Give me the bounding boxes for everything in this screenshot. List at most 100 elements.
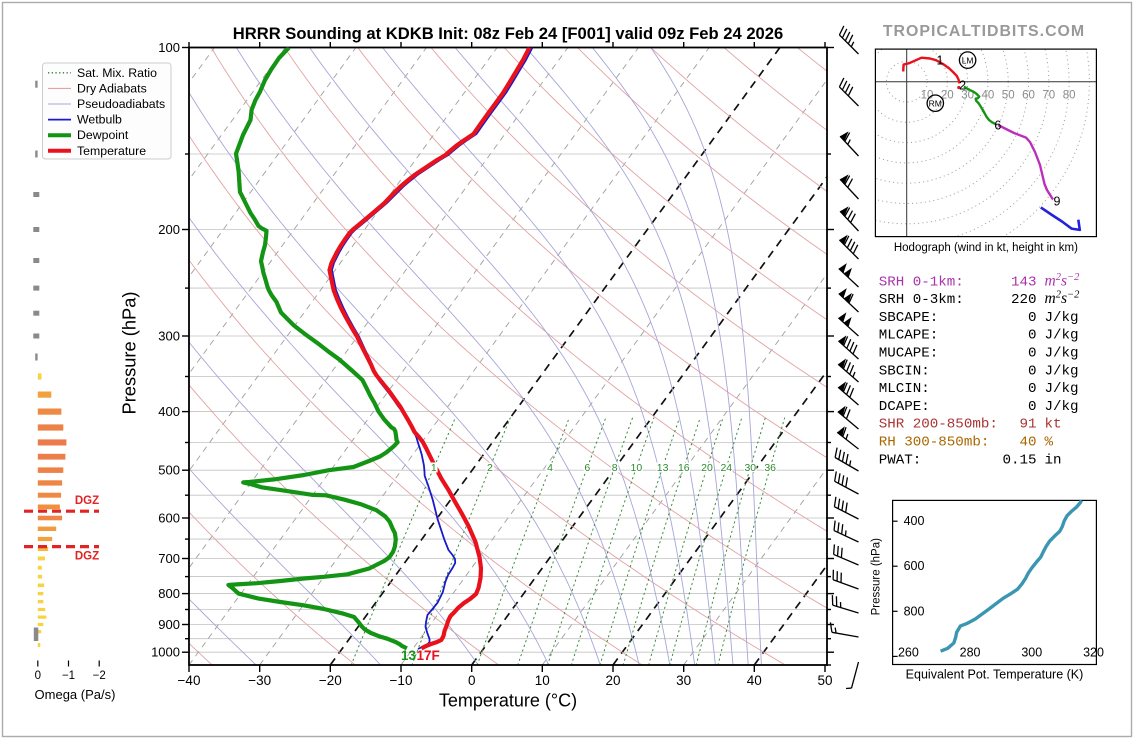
svg-text:SRH 0-1km:: SRH 0-1km: <box>879 274 964 290</box>
svg-text:J/kg: J/kg <box>1045 310 1079 326</box>
svg-text:320: 320 <box>1083 646 1104 660</box>
svg-text:6: 6 <box>584 462 590 474</box>
svg-text:600: 600 <box>158 511 180 526</box>
svg-text:0: 0 <box>35 670 41 682</box>
svg-text:10: 10 <box>921 90 934 102</box>
svg-text:MUCAPE:: MUCAPE: <box>879 346 939 362</box>
svg-text:16: 16 <box>678 462 690 474</box>
svg-text:600: 600 <box>904 559 925 573</box>
svg-text:−40: −40 <box>178 673 201 688</box>
svg-text:Equivalent Pot. Temperature (K: Equivalent Pot. Temperature (K) <box>906 668 1084 682</box>
svg-text:SBCAPE:: SBCAPE: <box>879 310 939 326</box>
svg-text:RM: RM <box>929 98 942 108</box>
svg-text:143: 143 <box>1011 274 1037 290</box>
svg-text:−10: −10 <box>390 673 413 688</box>
svg-text:MLCAPE:: MLCAPE: <box>879 328 939 344</box>
svg-text:J/kg: J/kg <box>1045 381 1079 397</box>
svg-text:280: 280 <box>960 646 981 660</box>
svg-text:9: 9 <box>1054 195 1061 209</box>
svg-text:Sat. Mix. Ratio: Sat. Mix. Ratio <box>77 66 157 80</box>
svg-text:40: 40 <box>982 90 995 102</box>
svg-text:Pressure (hPa): Pressure (hPa) <box>119 292 140 415</box>
svg-text:13: 13 <box>401 648 417 663</box>
svg-text:220: 220 <box>1011 292 1037 308</box>
svg-text:Hodograph (wind in kt, height: Hodograph (wind in kt, height in km) <box>894 242 1078 254</box>
svg-text:300: 300 <box>158 329 180 344</box>
svg-text:%: % <box>1045 435 1054 451</box>
svg-text:J/kg: J/kg <box>1045 399 1079 415</box>
svg-text:Wetbulb: Wetbulb <box>77 113 122 127</box>
svg-text:DGZ: DGZ <box>75 495 99 507</box>
svg-text:40: 40 <box>747 673 762 688</box>
svg-text:Pressure (hPa): Pressure (hPa) <box>871 538 883 616</box>
svg-text:60: 60 <box>1022 90 1035 102</box>
svg-text:Pseudoadiabats: Pseudoadiabats <box>77 97 165 111</box>
svg-text:1000: 1000 <box>151 645 180 660</box>
svg-text:10: 10 <box>535 673 550 688</box>
svg-text:Temperature (°C): Temperature (°C) <box>439 691 577 711</box>
svg-text:2: 2 <box>959 78 966 92</box>
svg-text:700: 700 <box>158 551 180 566</box>
svg-text:300: 300 <box>1021 646 1042 660</box>
svg-text:50: 50 <box>1002 90 1015 102</box>
svg-text:0: 0 <box>1028 328 1037 344</box>
svg-text:36: 36 <box>764 462 776 474</box>
svg-text:in: in <box>1045 452 1062 468</box>
svg-text:J/kg: J/kg <box>1045 363 1079 379</box>
svg-text:91: 91 <box>1019 417 1036 433</box>
svg-text:24: 24 <box>720 462 732 474</box>
svg-text:200: 200 <box>158 222 180 237</box>
svg-text:20: 20 <box>701 462 713 474</box>
svg-text:J/kg: J/kg <box>1045 328 1079 344</box>
svg-text:30: 30 <box>676 673 691 688</box>
svg-text:LM: LM <box>962 55 974 65</box>
svg-text:SRH 0-3km:: SRH 0-3km: <box>879 292 964 308</box>
svg-text:6: 6 <box>994 119 1001 133</box>
svg-text:20: 20 <box>605 673 620 688</box>
svg-text:4: 4 <box>547 462 553 474</box>
svg-text:20: 20 <box>941 90 954 102</box>
svg-text:17F: 17F <box>417 648 440 663</box>
svg-text:SHR 200-850mb:: SHR 200-850mb: <box>879 417 998 433</box>
svg-text:900: 900 <box>158 617 180 632</box>
svg-text:0: 0 <box>1028 310 1037 326</box>
svg-text:Temperature: Temperature <box>77 144 146 158</box>
svg-text:8: 8 <box>612 462 618 474</box>
svg-text:Omega (Pa/s): Omega (Pa/s) <box>35 687 116 702</box>
svg-text:400: 400 <box>158 404 180 419</box>
svg-text:PWAT:: PWAT: <box>879 452 922 468</box>
svg-text:400: 400 <box>904 514 925 528</box>
svg-text:10: 10 <box>631 462 643 474</box>
svg-text:Dry Adiabats: Dry Adiabats <box>77 81 147 95</box>
svg-text:RH 300-850mb:: RH 300-850mb: <box>879 435 990 451</box>
svg-text:30: 30 <box>961 90 974 102</box>
svg-text:2: 2 <box>487 462 493 474</box>
svg-text:80: 80 <box>1063 90 1076 102</box>
svg-text:0: 0 <box>1028 363 1037 379</box>
svg-text:Dewpoint: Dewpoint <box>77 128 129 142</box>
svg-text:−1: −1 <box>62 670 75 682</box>
svg-text:HRRR Sounding at KDKB Init: 08: HRRR Sounding at KDKB Init: 08z Feb 24 [… <box>233 24 784 43</box>
svg-text:260: 260 <box>898 646 919 660</box>
svg-text:0: 0 <box>468 673 476 688</box>
svg-text:1: 1 <box>431 462 437 474</box>
svg-text:50: 50 <box>817 673 832 688</box>
svg-text:13: 13 <box>657 462 669 474</box>
svg-text:−30: −30 <box>248 673 271 688</box>
svg-text:DGZ: DGZ <box>75 551 99 563</box>
svg-text:SBCIN:: SBCIN: <box>879 363 930 379</box>
svg-text:30: 30 <box>744 462 756 474</box>
svg-text:40: 40 <box>1019 435 1036 451</box>
svg-text:TROPICALTIDBITS.COM: TROPICALTIDBITS.COM <box>883 23 1085 40</box>
svg-text:−2: −2 <box>93 670 106 682</box>
svg-text:0: 0 <box>1028 399 1037 415</box>
svg-text:70: 70 <box>1042 90 1055 102</box>
svg-text:kt: kt <box>1045 417 1062 433</box>
svg-text:800: 800 <box>158 586 180 601</box>
svg-text:500: 500 <box>158 463 180 478</box>
svg-text:0: 0 <box>1028 381 1037 397</box>
svg-text:DCAPE:: DCAPE: <box>879 399 930 415</box>
svg-text:100: 100 <box>158 40 180 55</box>
svg-text:−20: −20 <box>319 673 342 688</box>
svg-text:1: 1 <box>937 54 944 68</box>
